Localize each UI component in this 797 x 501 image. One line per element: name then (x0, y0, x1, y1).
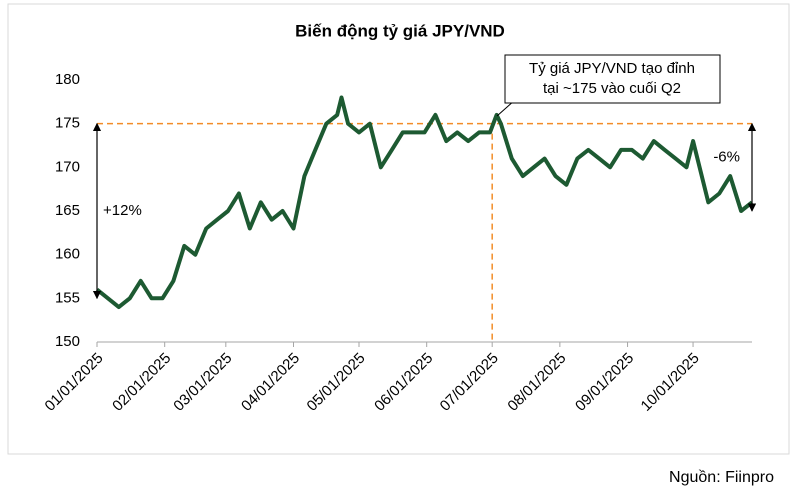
source: Nguồn: Fiinpro (669, 469, 774, 486)
chart-frame (7, 3, 790, 455)
y-tick-label: 160 (55, 246, 80, 263)
y-tick-label: 150 (55, 333, 80, 350)
y-tick-label: 175 (55, 115, 80, 132)
x-tick-label: 06/01/2025 (371, 350, 436, 415)
y-tick-label: 155 (55, 289, 80, 306)
callout-box (504, 54, 721, 104)
callout-text: tại ~175 vào cuối Q2 (543, 80, 681, 97)
callout-text: Tỷ giá JPY/VND tạo đỉnh (529, 60, 695, 77)
data-line (95, 95, 754, 310)
y-tick-label: 165 (55, 202, 80, 219)
arrow-label: +12% (103, 202, 142, 219)
x-tick-label: 07/01/2025 (437, 350, 502, 415)
chart-title: Biến động tỷ giá JPY/VND (295, 21, 505, 40)
x-tick-label: 01/01/2025 (42, 350, 107, 415)
x-tick-label: 04/01/2025 (238, 350, 303, 415)
x-tick-label: 08/01/2025 (504, 350, 569, 415)
x-tick-label: 10/01/2025 (638, 350, 703, 415)
x-tick-label: 03/01/2025 (170, 350, 235, 415)
x-tick-label: 05/01/2025 (304, 350, 369, 415)
x-tick-label: 02/01/2025 (109, 350, 174, 415)
arrow-label: -6% (713, 148, 740, 165)
x-tick-label: 09/01/2025 (572, 350, 637, 415)
y-tick-label: 170 (55, 158, 80, 175)
y-tick-label: 180 (55, 71, 80, 88)
